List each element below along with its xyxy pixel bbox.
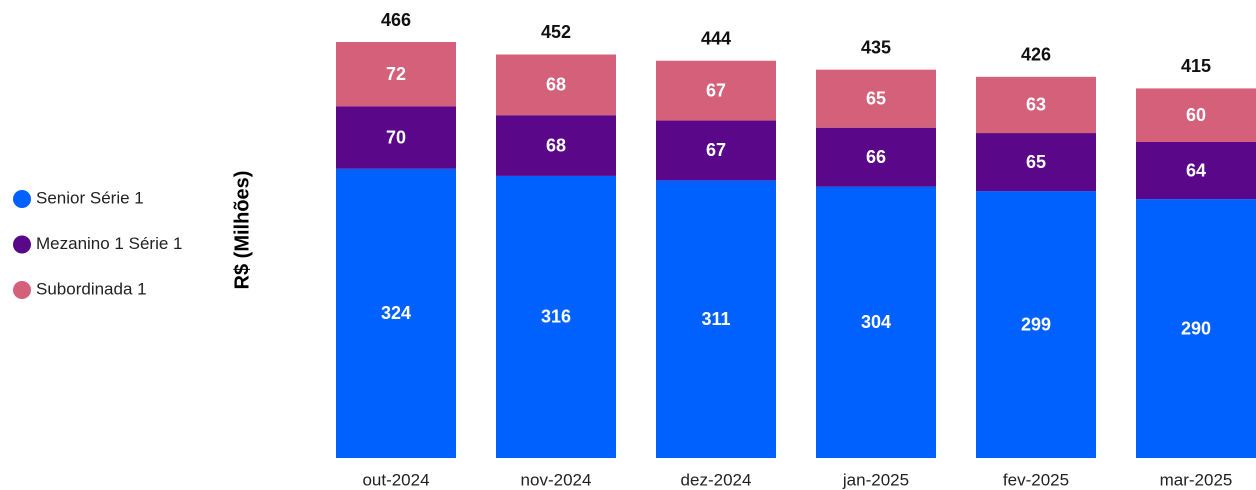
data-label: 66 — [866, 147, 886, 167]
total-label: 444 — [701, 28, 731, 48]
x-tick-label: out-2024 — [362, 470, 429, 489]
legend-swatch — [13, 190, 31, 208]
bar-segment — [496, 54, 616, 116]
legend-swatch — [13, 281, 31, 299]
data-label: 70 — [386, 127, 406, 147]
data-label: 304 — [861, 312, 891, 332]
x-tick-label: dez-2024 — [681, 470, 752, 489]
bar-segment — [656, 120, 776, 181]
data-label: 290 — [1181, 318, 1211, 338]
data-label: 68 — [546, 75, 566, 95]
bar-segment — [816, 69, 936, 128]
data-label: 299 — [1021, 314, 1051, 334]
data-label: 311 — [701, 309, 730, 329]
bar-segment — [336, 168, 456, 458]
total-label: 426 — [1021, 45, 1051, 65]
x-tick-label: mar-2025 — [1160, 470, 1233, 489]
x-tick-label: nov-2024 — [521, 470, 592, 489]
x-tick-label: jan-2025 — [842, 470, 909, 489]
data-label: 68 — [546, 135, 566, 155]
legend-label: Mezanino 1 Série 1 — [36, 234, 182, 253]
total-label: 415 — [1181, 56, 1211, 76]
data-label: 324 — [381, 303, 411, 323]
bar-segment — [1136, 88, 1256, 142]
bar-segment — [496, 175, 616, 458]
legend-label: Senior Série 1 — [36, 188, 144, 207]
x-tick-label: fev-2025 — [1003, 470, 1069, 489]
y-axis-label: R$ (Milhões) — [231, 171, 253, 290]
data-label: 65 — [1026, 152, 1046, 172]
data-label: 63 — [1026, 95, 1046, 115]
data-label: 64 — [1186, 160, 1206, 180]
bar-segment — [656, 180, 776, 459]
data-label: 316 — [541, 307, 571, 327]
bar-segment — [1136, 199, 1256, 458]
data-label: 67 — [706, 80, 726, 100]
legend-label: Subordinada 1 — [36, 279, 147, 298]
total-label: 466 — [381, 10, 411, 30]
data-label: 60 — [1186, 105, 1206, 125]
bar-segment — [816, 127, 936, 187]
bar-segment — [976, 76, 1096, 134]
total-label: 452 — [541, 22, 571, 42]
data-label: 67 — [706, 140, 726, 160]
data-label: 65 — [866, 88, 886, 108]
bar-segment — [496, 115, 616, 176]
bar-segment — [1136, 141, 1256, 200]
total-label: 435 — [861, 37, 891, 57]
bar-segment — [976, 191, 1096, 458]
bar-segment — [976, 133, 1096, 192]
data-label: 72 — [386, 64, 406, 84]
bar-segment — [816, 186, 936, 458]
bar-segment — [656, 60, 776, 121]
legend-swatch — [13, 235, 31, 254]
bar-segment — [336, 42, 456, 107]
bar-segment — [336, 106, 456, 169]
